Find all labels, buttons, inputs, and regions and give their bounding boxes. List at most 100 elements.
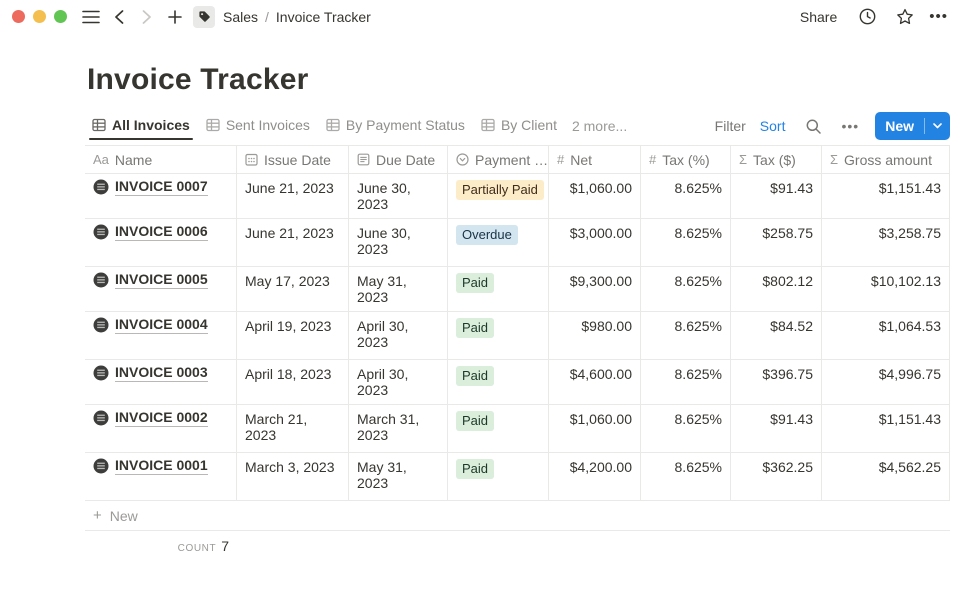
due-cell[interactable]: April 30, 2023 <box>349 360 448 404</box>
payment-status-cell[interactable]: Paid <box>448 453 549 500</box>
payment-status-cell[interactable]: Paid <box>448 360 549 404</box>
column-header-name[interactable]: Aa Name <box>85 146 237 173</box>
column-header-taxpct[interactable]: # Tax (%) <box>641 146 731 173</box>
close-window-button[interactable] <box>12 10 25 23</box>
page-icon-tag[interactable] <box>193 5 215 28</box>
payment-status-cell[interactable]: Paid <box>448 267 549 311</box>
chevron-down-icon[interactable] <box>925 123 950 129</box>
due-cell[interactable]: June 30, 2023 <box>349 219 448 266</box>
net-cell[interactable]: $980.00 <box>549 312 641 359</box>
page-title[interactable]: Invoice Tracker <box>87 63 309 96</box>
invoice-name-cell[interactable]: INVOICE 0002 <box>85 405 237 452</box>
net-cell[interactable]: $1,060.00 <box>549 405 641 452</box>
column-header-status[interactable]: Payment … <box>448 146 549 173</box>
gross-cell[interactable]: $3,258.75 <box>822 219 950 266</box>
due-cell[interactable]: May 31, 2023 <box>349 267 448 311</box>
gross-cell[interactable]: $10,102.13 <box>822 267 950 311</box>
payment-status-cell[interactable]: Overdue <box>448 219 549 266</box>
taxpct-cell[interactable]: 8.625% <box>641 453 731 500</box>
invoice-page-link[interactable]: INVOICE 0004 <box>115 316 208 334</box>
more-views-button[interactable]: 2 more... <box>571 118 628 134</box>
due-cell[interactable]: March 31, 2023 <box>349 405 448 452</box>
net-cell[interactable]: $9,300.00 <box>549 267 641 311</box>
taxusd-cell[interactable]: $84.52 <box>731 312 822 359</box>
net-cell[interactable]: $4,600.00 <box>549 360 641 404</box>
invoice-name-cell[interactable]: INVOICE 0007 <box>85 174 237 218</box>
column-header-taxusd[interactable]: Σ Tax ($) <box>731 146 822 173</box>
add-row-button[interactable]: + New <box>85 501 950 531</box>
new-button[interactable]: New <box>875 112 950 140</box>
taxpct-cell[interactable]: 8.625% <box>641 219 731 266</box>
forward-icon[interactable] <box>135 5 159 29</box>
issue-cell[interactable]: March 3, 2023 <box>237 453 349 500</box>
gross-cell[interactable]: $4,562.25 <box>822 453 950 500</box>
gross-cell[interactable]: $4,996.75 <box>822 360 950 404</box>
taxpct-cell[interactable]: 8.625% <box>641 360 731 404</box>
invoice-page-link[interactable]: INVOICE 0002 <box>115 409 208 427</box>
new-button-label[interactable]: New <box>885 118 914 134</box>
issue-cell[interactable]: April 19, 2023 <box>237 312 349 359</box>
invoice-name-cell[interactable]: INVOICE 0004 <box>85 312 237 359</box>
payment-status-cell[interactable]: Partially Paid <box>448 174 549 218</box>
tab-by-client[interactable]: By Client <box>474 113 564 140</box>
breadcrumb-page[interactable]: Invoice Tracker <box>275 8 371 25</box>
invoice-name-cell[interactable]: INVOICE 0006 <box>85 219 237 266</box>
due-cell[interactable]: April 30, 2023 <box>349 312 448 359</box>
issue-cell[interactable]: June 21, 2023 <box>237 174 349 218</box>
issue-cell[interactable]: March 21, 2023 <box>237 405 349 452</box>
gross-cell[interactable]: $1,151.43 <box>822 405 950 452</box>
issue-cell[interactable]: May 17, 2023 <box>237 267 349 311</box>
issue-cell[interactable]: June 21, 2023 <box>237 219 349 266</box>
taxusd-cell[interactable]: $396.75 <box>731 360 822 404</box>
column-header-gross[interactable]: Σ Gross amount <box>822 146 950 173</box>
star-icon[interactable] <box>893 5 917 29</box>
payment-status-cell[interactable]: Paid <box>448 405 549 452</box>
payment-status-cell[interactable]: Paid <box>448 312 549 359</box>
net-cell[interactable]: $3,000.00 <box>549 219 641 266</box>
clock-icon[interactable] <box>855 5 879 29</box>
taxusd-cell[interactable]: $802.12 <box>731 267 822 311</box>
issue-cell[interactable]: April 18, 2023 <box>237 360 349 404</box>
net-cell[interactable]: $1,060.00 <box>549 174 641 218</box>
column-header-issue[interactable]: Issue Date <box>237 146 349 173</box>
taxusd-cell[interactable]: $91.43 <box>731 405 822 452</box>
gross-cell[interactable]: $1,064.53 <box>822 312 950 359</box>
due-cell[interactable]: June 30, 2023 <box>349 174 448 218</box>
invoice-page-link[interactable]: INVOICE 0003 <box>115 364 208 382</box>
tab-sent-invoices[interactable]: Sent Invoices <box>199 113 317 140</box>
invoice-page-link[interactable]: INVOICE 0006 <box>115 223 208 241</box>
tab-all-invoices[interactable]: All Invoices <box>85 113 197 140</box>
invoice-name-cell[interactable]: INVOICE 0003 <box>85 360 237 404</box>
taxpct-cell[interactable]: 8.625% <box>641 174 731 218</box>
column-header-net[interactable]: # Net <box>549 146 641 173</box>
invoice-page-link[interactable]: INVOICE 0001 <box>115 457 208 475</box>
taxusd-cell[interactable]: $258.75 <box>731 219 822 266</box>
share-button[interactable]: Share <box>799 8 838 25</box>
zoom-window-button[interactable] <box>54 10 67 23</box>
back-icon[interactable] <box>107 5 131 29</box>
taxusd-cell[interactable]: $91.43 <box>731 174 822 218</box>
sort-button[interactable]: Sort <box>759 118 786 134</box>
taxusd-cell[interactable]: $362.25 <box>731 453 822 500</box>
due-cell[interactable]: May 31, 2023 <box>349 453 448 500</box>
search-icon[interactable] <box>801 114 825 138</box>
taxpct-cell[interactable]: 8.625% <box>641 405 731 452</box>
invoice-page-link[interactable]: INVOICE 0005 <box>115 271 208 289</box>
invoice-page-link[interactable]: INVOICE 0007 <box>115 178 208 196</box>
minimize-window-button[interactable] <box>33 10 46 23</box>
column-header-due[interactable]: Due Date <box>349 146 448 173</box>
gross-cell[interactable]: $1,151.43 <box>822 174 950 218</box>
more-options-icon[interactable]: ••• <box>929 8 948 25</box>
net-cell[interactable]: $4,200.00 <box>549 453 641 500</box>
invoice-name-cell[interactable]: INVOICE 0001 <box>85 453 237 500</box>
invoice-name-cell[interactable]: INVOICE 0005 <box>85 267 237 311</box>
sidebar-menu-icon[interactable] <box>79 5 103 29</box>
filter-button[interactable]: Filter <box>714 118 746 134</box>
new-page-icon[interactable] <box>163 5 187 29</box>
taxpct-cell[interactable]: 8.625% <box>641 312 731 359</box>
breadcrumb-workspace[interactable]: Sales <box>223 8 259 25</box>
count-aggregate[interactable]: count 7 <box>85 538 237 554</box>
taxpct-cell[interactable]: 8.625% <box>641 267 731 311</box>
tab-by-payment-status[interactable]: By Payment Status <box>319 113 472 140</box>
view-options-icon[interactable]: ••• <box>841 118 860 134</box>
